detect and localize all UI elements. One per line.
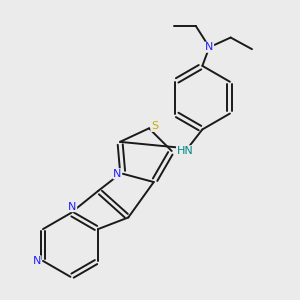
Text: HN: HN — [176, 146, 193, 156]
Text: N: N — [205, 42, 214, 52]
Text: N: N — [113, 169, 122, 179]
Text: S: S — [151, 122, 158, 131]
Text: N: N — [33, 256, 41, 266]
Text: N: N — [68, 202, 76, 212]
